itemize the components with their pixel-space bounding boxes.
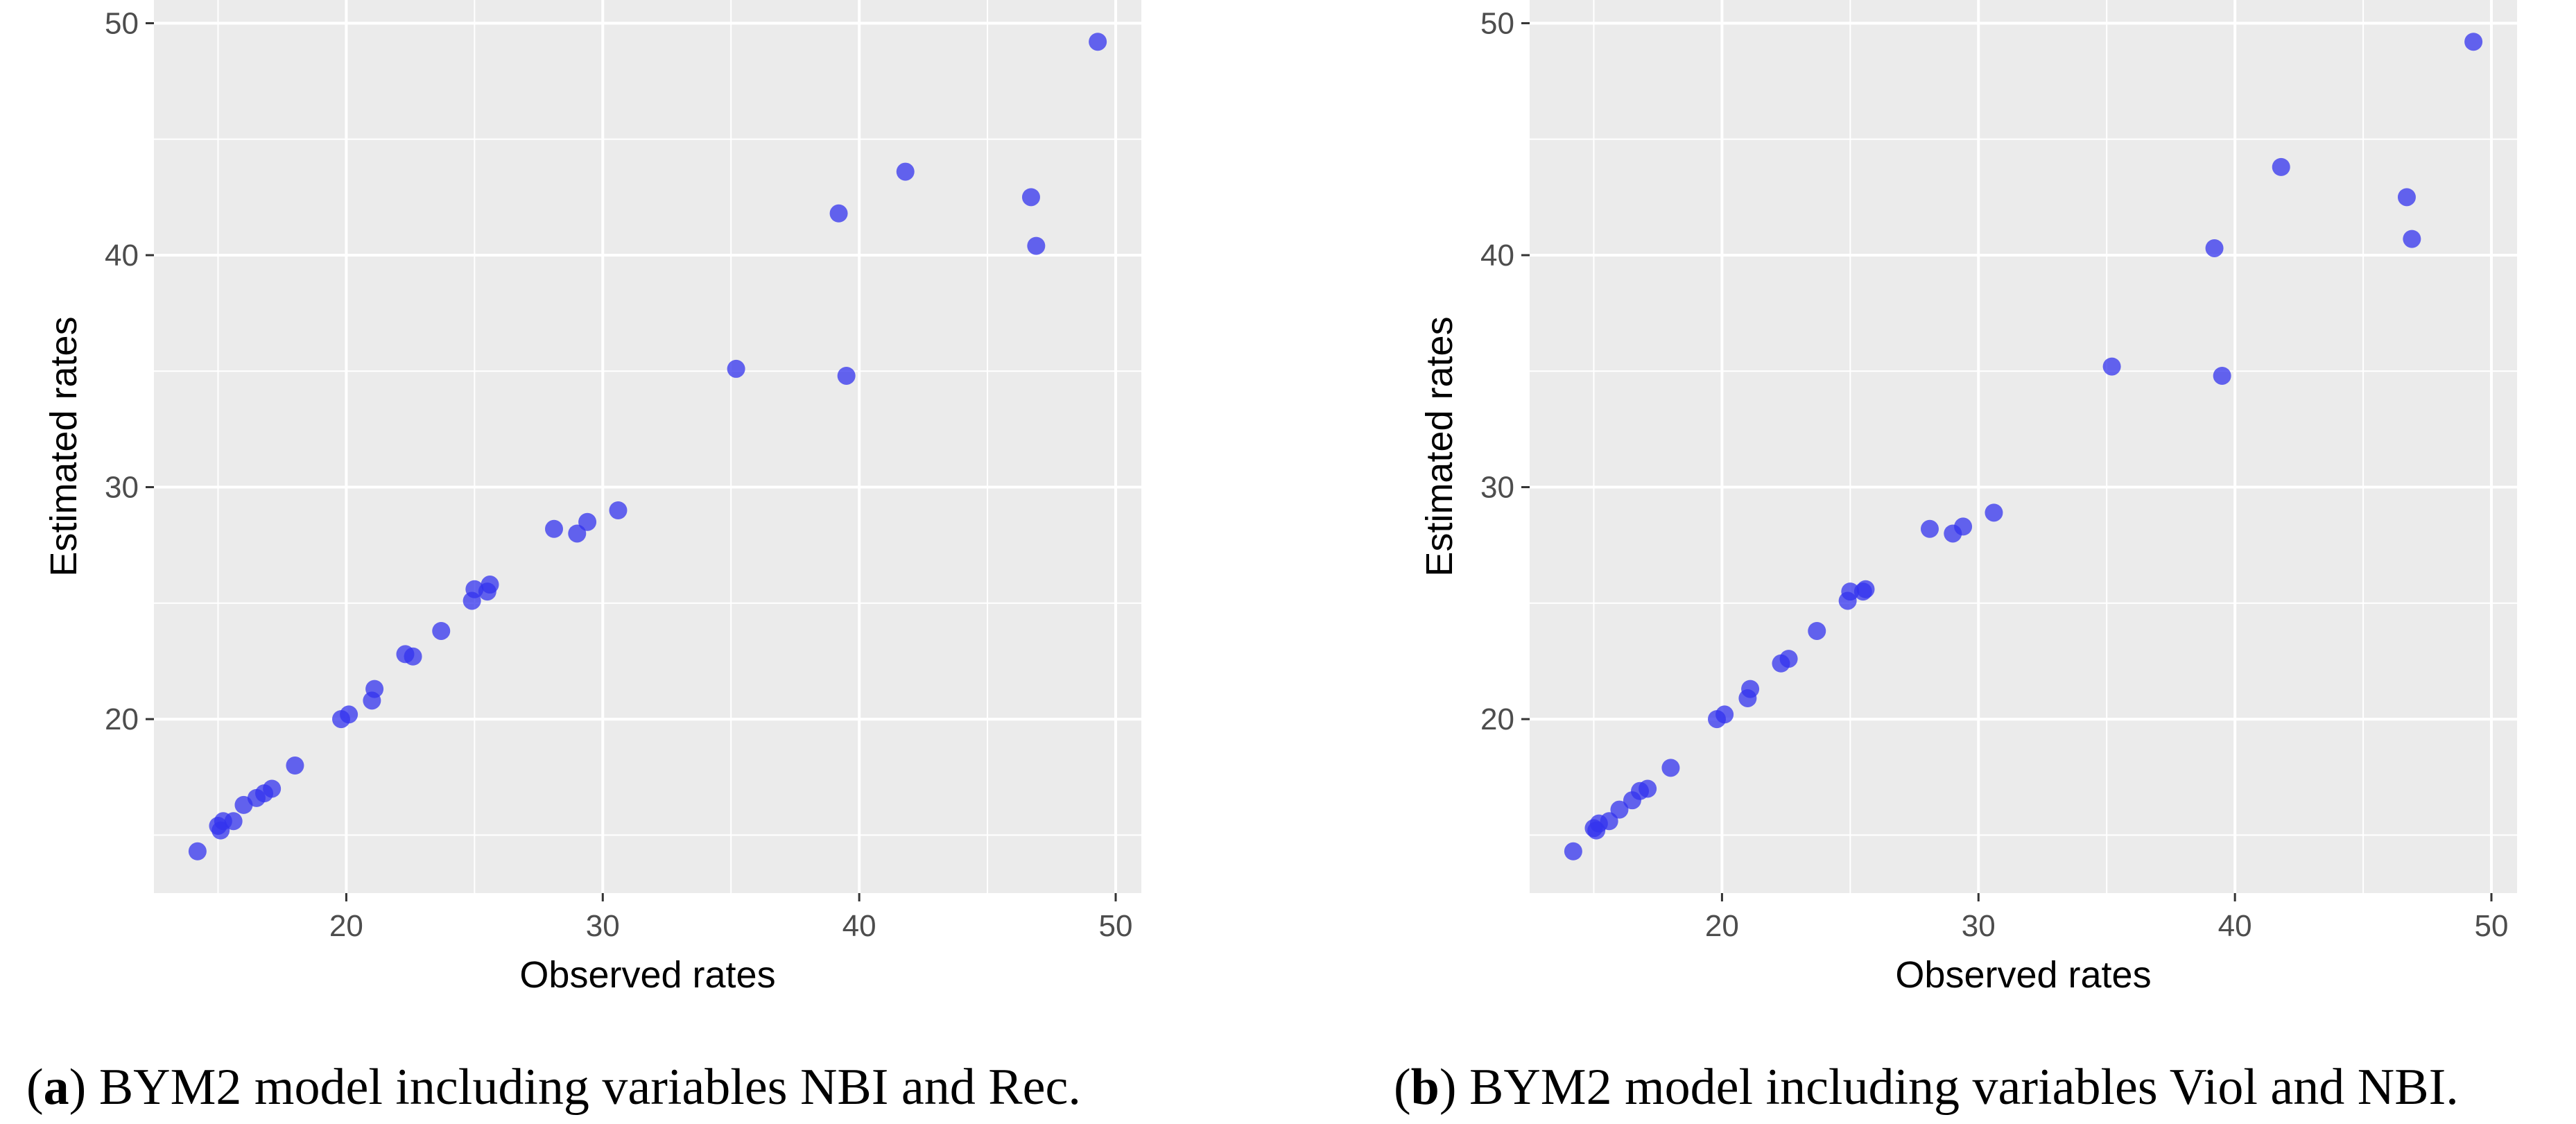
data-point	[1985, 503, 2003, 522]
y-tick-label: 30	[1480, 471, 1514, 505]
data-point	[1715, 705, 1734, 724]
x-tick-label: 40	[2218, 909, 2252, 943]
data-point	[2213, 366, 2231, 385]
data-point	[1920, 519, 1939, 538]
x-tick-label: 20	[1705, 909, 1739, 943]
caption-b-letter: b	[1410, 1059, 1440, 1116]
data-point	[1021, 188, 1040, 207]
data-point	[1639, 779, 1657, 798]
data-point	[340, 705, 358, 724]
data-point	[2102, 357, 2121, 376]
plot-background	[1530, 0, 2517, 893]
data-point	[2403, 230, 2421, 248]
data-point	[896, 162, 915, 181]
data-point	[1661, 759, 1680, 777]
data-point	[481, 576, 499, 594]
data-point	[432, 621, 451, 640]
y-axis-title: Estimated rates	[1419, 316, 1460, 576]
x-tick-label: 20	[329, 909, 363, 943]
data-point	[2205, 239, 2224, 257]
caption-a: (a) BYM2 model including variables NBI a…	[26, 1059, 1081, 1116]
x-axis-title: Observed rates	[1895, 954, 2151, 996]
caption-b-text: BYM2 model including variables Viol and …	[1456, 1059, 2459, 1116]
y-tick-label: 30	[105, 471, 139, 505]
y-tick-label: 50	[1480, 6, 1514, 40]
data-point	[286, 756, 304, 775]
caption-a-text: BYM2 model including variables NBI and R…	[86, 1059, 1081, 1116]
plot-background	[154, 0, 1141, 893]
data-point	[1600, 812, 1618, 831]
data-point	[224, 812, 243, 831]
data-point	[2464, 33, 2483, 51]
data-point	[837, 366, 856, 385]
x-tick-label: 30	[1962, 909, 1996, 943]
data-point	[188, 842, 207, 861]
data-point	[1954, 517, 1973, 536]
x-tick-label: 50	[2475, 909, 2509, 943]
data-point	[609, 501, 628, 519]
data-point	[1610, 800, 1629, 819]
data-point	[1779, 650, 1798, 668]
data-point	[365, 680, 384, 698]
data-point	[1587, 821, 1606, 840]
data-point	[2272, 157, 2290, 176]
data-point	[1741, 680, 1760, 698]
data-point	[578, 512, 597, 531]
x-tick-label: 50	[1099, 909, 1133, 943]
chart-panel-a: 20 30 40 50 20 30 40 50 Observed rates Estimated …	[43, 0, 1141, 996]
data-point	[2397, 188, 2416, 207]
chart-panel-b: 20 30 40 50 20 30 40 50 Observed rates Estimated …	[1419, 0, 2517, 996]
data-point	[568, 524, 587, 543]
x-tick-label: 30	[586, 909, 620, 943]
data-point	[263, 779, 282, 798]
caption-b: (b) BYM2 model including variables Viol …	[1394, 1059, 2459, 1116]
y-tick-label: 20	[105, 702, 139, 736]
x-axis-title: Observed rates	[519, 954, 775, 996]
y-tick-label: 20	[1480, 702, 1514, 736]
data-point	[727, 359, 745, 378]
data-point	[1564, 842, 1582, 861]
data-point	[1808, 621, 1826, 640]
data-point	[1841, 582, 1860, 601]
y-tick-label: 40	[105, 239, 139, 273]
data-point	[544, 519, 563, 538]
y-tick-label: 40	[1480, 239, 1514, 273]
data-point	[1856, 580, 1875, 598]
x-tick-label: 40	[842, 909, 876, 943]
data-point	[829, 204, 848, 223]
y-axis-title: Estimated rates	[43, 316, 85, 576]
y-tick-label: 50	[105, 6, 139, 40]
data-point	[1027, 236, 1046, 255]
caption-a-letter: a	[43, 1059, 69, 1116]
data-point	[404, 647, 422, 666]
data-point	[211, 821, 230, 840]
data-point	[1089, 33, 1107, 51]
